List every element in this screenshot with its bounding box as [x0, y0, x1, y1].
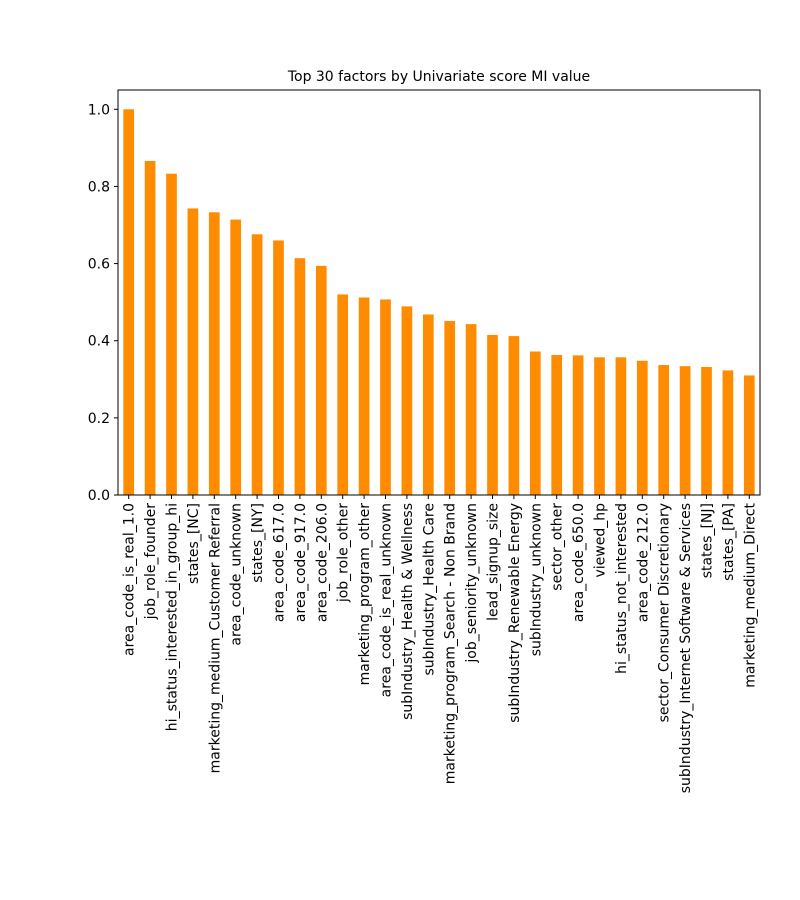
bar — [679, 366, 691, 495]
x-tick-label: states_[NC] — [186, 503, 202, 584]
bar — [551, 354, 563, 495]
bar — [701, 366, 712, 495]
x-tick-label: subIndustry_Internet Software & Services — [678, 503, 694, 793]
x-tick-label: area_code_is_real_unknown — [379, 503, 395, 697]
x-tick-label: sector_other — [550, 503, 566, 591]
plot-frame — [117, 89, 761, 496]
y-tick-label: 1.0 — [88, 102, 110, 118]
x-tick-label: hi_status_interested_in_group_hi — [165, 503, 181, 731]
x-tick-label: subIndustry_Renewable Energy — [507, 503, 523, 723]
bar — [615, 357, 627, 495]
x-tick-label: subIndustry_unknown — [528, 503, 544, 656]
x-tick-label: viewed_hp — [593, 503, 609, 578]
bar — [208, 212, 220, 495]
x-tick-label: marketing_medium_Customer Referral — [207, 503, 223, 773]
x-tick-label: area_code_unknown — [229, 503, 245, 646]
y-tick-label: 0.0 — [88, 488, 110, 504]
bar — [636, 360, 648, 495]
y-tick-label: 0.6 — [88, 257, 110, 273]
x-tick-label: marketing_medium_Direct — [742, 502, 758, 687]
bar — [187, 208, 199, 495]
x-tick-label: job_role_founder — [143, 503, 159, 621]
x-tick-label: area_code_650.0 — [571, 503, 587, 622]
x-axis: area_code_is_real_1.0 job_role_founder hi_… — [122, 495, 758, 793]
x-tick-label: area_code_617.0 — [272, 503, 288, 622]
y-tick-label: 0.8 — [88, 179, 110, 195]
x-tick-label: area_code_206.0 — [314, 503, 330, 622]
bar — [273, 240, 284, 495]
x-tick-label: job_seniority_unknown — [464, 503, 480, 664]
x-tick-label: sector_Consumer Discretionary — [657, 503, 673, 722]
bar — [465, 324, 477, 495]
x-tick-label: subIndustry_Health & Wellness — [400, 503, 416, 720]
x-tick-label: states_[NJ] — [700, 503, 716, 578]
y-tick-label: 0.4 — [88, 334, 110, 350]
bar — [594, 357, 605, 495]
chart-title: Top 30 factors by Univariate score MI va… — [287, 69, 590, 85]
bar — [166, 173, 177, 495]
y-tick-label: 0.2 — [88, 411, 110, 427]
bar — [358, 297, 370, 495]
bar — [658, 365, 670, 495]
x-tick-label: lead_signup_size — [486, 503, 502, 621]
bar — [743, 375, 755, 495]
x-tick-label: marketing_program_other — [357, 503, 373, 686]
bar — [251, 234, 263, 495]
bar — [487, 334, 498, 495]
bar — [380, 299, 391, 495]
x-tick-label: area_code_917.0 — [293, 503, 309, 622]
x-tick-label: states_[NY] — [250, 503, 266, 583]
x-tick-label: area_code_is_real_1.0 — [122, 503, 138, 656]
x-tick-label: marketing_program_Search - Non Brand — [443, 503, 459, 784]
bar — [508, 336, 520, 495]
bar — [230, 219, 242, 495]
bars-group — [123, 109, 755, 496]
bar — [294, 258, 306, 495]
bar — [722, 370, 734, 495]
bar — [315, 265, 327, 495]
bar — [422, 314, 434, 495]
bar — [572, 355, 584, 495]
bar — [123, 109, 135, 496]
x-tick-label: hi_status_not_interested — [614, 503, 630, 674]
bar — [529, 351, 541, 495]
bar — [337, 294, 349, 495]
x-tick-label: subIndustry_Health Care — [421, 503, 437, 675]
bar — [144, 160, 156, 495]
bar — [401, 306, 413, 495]
x-tick-label: area_code_212.0 — [635, 503, 651, 622]
bar — [444, 321, 456, 495]
x-tick-label: job_role_other — [336, 503, 352, 603]
x-tick-label: states_[PA] — [721, 503, 737, 581]
y-axis: 0.0 0.2 0.4 0.6 0.8 1.0 — [88, 102, 118, 504]
